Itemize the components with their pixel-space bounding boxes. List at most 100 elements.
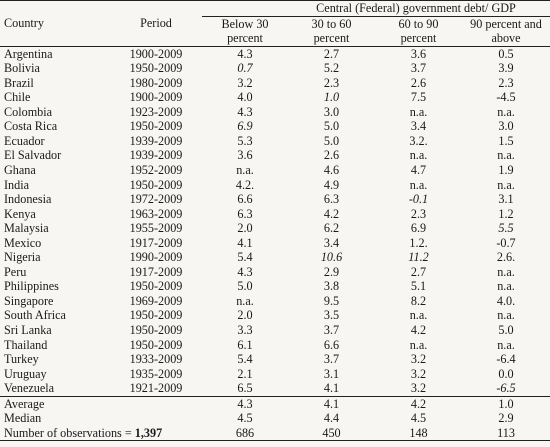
header-period: Period (140, 16, 172, 31)
period-cell: 1917-2009 (129, 235, 183, 250)
period-cell: 1963-2009 (129, 206, 183, 221)
observations-label: Number of observations = (4, 425, 135, 440)
country-cell: Argentina (4, 46, 53, 61)
value-cell-below-30: n.a. (236, 293, 254, 308)
period-cell: 1939-2009 (129, 133, 183, 148)
value-cell-60-to-90: 3.7 (410, 61, 427, 76)
value-cell-below-30: 4.3 (237, 264, 253, 279)
country-cell: Indonesia (4, 192, 52, 207)
value-cell-30-to-60: 4.1 (323, 381, 340, 396)
period-cell: 1950-2009 (129, 308, 183, 323)
period-cell: 1950-2009 (129, 279, 183, 294)
period-cell: 1939-2009 (129, 148, 183, 163)
value-cell-below-30: 2.0 (237, 308, 253, 323)
average-label: Average (4, 396, 45, 411)
country-cell: South Africa (4, 308, 66, 323)
value-cell-30-to-60: 4.9 (323, 177, 340, 192)
value-cell-below-30: 2.0 (237, 221, 253, 236)
table-row: Malaysia 1955-2009 2.0 6.2 6.9 5.5 (0, 221, 550, 236)
table-row: Ecuador 1939-2009 5.3 5.0 3.2. 1.5 (0, 134, 550, 149)
period-cell: 1950-2009 (129, 61, 183, 76)
value-cell-60-to-90: 8.2 (410, 293, 427, 308)
value-cell-30-to-60: 10.6 (320, 250, 343, 265)
country-cell: Uruguay (4, 366, 47, 381)
observations-60-to-90: 148 (375, 425, 462, 442)
period-cell: 1969-2009 (129, 293, 183, 308)
value-cell-90-above: n.a. (497, 148, 515, 163)
header-60-to-90: 60 to 90 (398, 16, 439, 31)
value-cell-30-to-60: 6.6 (323, 337, 340, 352)
value-cell-90-above: 1.2 (498, 206, 514, 221)
value-cell-60-to-90: 1.2. (409, 235, 428, 250)
value-cell-90-above: 2.3 (498, 75, 514, 90)
median-90-above: 2.9 (498, 411, 514, 426)
value-cell-below-30: 3.6 (237, 148, 253, 163)
value-cell-30-to-60: 3.7 (323, 323, 340, 338)
value-cell-90-above: 0.5 (498, 46, 514, 61)
table-row: Colombia 1923-2009 4.3 3.0 n.a. n.a. (0, 105, 550, 120)
value-cell-30-to-60: 9.5 (323, 293, 340, 308)
value-cell-below-30: 5.0 (237, 279, 253, 294)
value-cell-below-30: 4.3 (237, 104, 253, 119)
table-row: Mexico 1917-2009 4.1 3.4 1.2. -0.7 (0, 236, 550, 251)
country-cell: Turkey (4, 352, 39, 367)
value-cell-30-to-60: 5.2 (323, 61, 340, 76)
country-cell: Singapore (4, 293, 54, 308)
observations-row: Number of observations = 1,397 686 450 1… (0, 425, 550, 442)
country-cell: Thailand (4, 337, 48, 352)
table-row: Turkey 1933-2009 5.4 3.7 3.2 -6.4 (0, 352, 550, 367)
period-cell: 1955-2009 (129, 221, 183, 236)
value-cell-90-above: 4.0. (496, 293, 516, 308)
value-cell-below-30: 6.3 (237, 206, 253, 221)
country-cell: Colombia (4, 104, 53, 119)
value-cell-30-to-60: 3.5 (323, 308, 340, 323)
observations-label-cell: Number of observations = 1,397 (0, 425, 202, 442)
value-cell-below-30: 3.2 (237, 75, 253, 90)
value-cell-below-30: 4.2. (235, 177, 255, 192)
value-cell-90-above: 1.5 (498, 133, 514, 148)
value-cell-30-to-60: 2.7 (323, 46, 340, 61)
value-cell-30-to-60: 3.7 (323, 352, 340, 367)
value-cell-90-above: 0.0 (498, 366, 514, 381)
median-below-30: 4.5 (237, 411, 253, 426)
country-cell: Chile (4, 90, 31, 105)
table-row: Brazil 1980-2009 3.2 2.3 2.6 2.3 (0, 76, 550, 91)
value-cell-90-above: n.a. (497, 279, 515, 294)
table-row: Chile 1900-2009 4.0 1.0 7.5 -4.5 (0, 90, 550, 105)
country-cell: Philippines (4, 279, 59, 294)
value-cell-below-30: 6.6 (237, 192, 253, 207)
table-row: Sri Lanka 1950-2009 3.3 3.7 4.2 5.0 (0, 323, 550, 338)
value-cell-30-to-60: 3.0 (323, 104, 340, 119)
value-cell-90-above: n.a. (497, 104, 515, 119)
period-cell: 1980-2009 (129, 75, 183, 90)
column-header-row: Country Period Below 30 30 to 60 60 to 9… (0, 16, 550, 31)
value-cell-60-to-90: -0.1 (408, 192, 429, 207)
period-cell: 1935-2009 (129, 366, 183, 381)
median-30-to-60: 4.4 (323, 411, 340, 426)
value-cell-60-to-90: 3.6 (410, 46, 427, 61)
header-30-to-60: 30 to 60 (311, 16, 352, 31)
period-cell: 1952-2009 (129, 163, 183, 178)
period-cell: 1900-2009 (129, 90, 183, 105)
country-cell: Sri Lanka (4, 323, 52, 338)
table-row: Singapore 1969-2009 n.a. 9.5 8.2 4.0. (0, 294, 550, 309)
country-cell: India (4, 177, 30, 192)
period-cell: 1923-2009 (129, 104, 183, 119)
value-cell-60-to-90: n.a. (409, 177, 428, 192)
country-cell: Kenya (4, 206, 36, 221)
value-cell-60-to-90: 2.6 (410, 75, 427, 90)
header-30-to-60-unit: percent (288, 31, 375, 47)
observations-total: 1,397 (134, 425, 163, 440)
period-cell: 1917-2009 (129, 264, 183, 279)
table-row: Indonesia 1972-2009 6.6 6.3 -0.1 3.1 (0, 192, 550, 207)
value-cell-30-to-60: 3.4 (323, 235, 340, 250)
table-row: South Africa 1950-2009 2.0 3.5 n.a. n.a. (0, 308, 550, 323)
value-cell-below-30: 2.1 (237, 366, 253, 381)
value-cell-90-above: 5.5 (498, 221, 514, 236)
header-90-above-unit: above (462, 31, 550, 47)
value-cell-90-above: 3.9 (498, 61, 514, 76)
value-cell-below-30: 3.3 (237, 323, 253, 338)
value-cell-30-to-60: 6.3 (323, 192, 340, 207)
value-cell-30-to-60: 6.2 (323, 221, 340, 236)
value-cell-30-to-60: 5.0 (323, 133, 340, 148)
